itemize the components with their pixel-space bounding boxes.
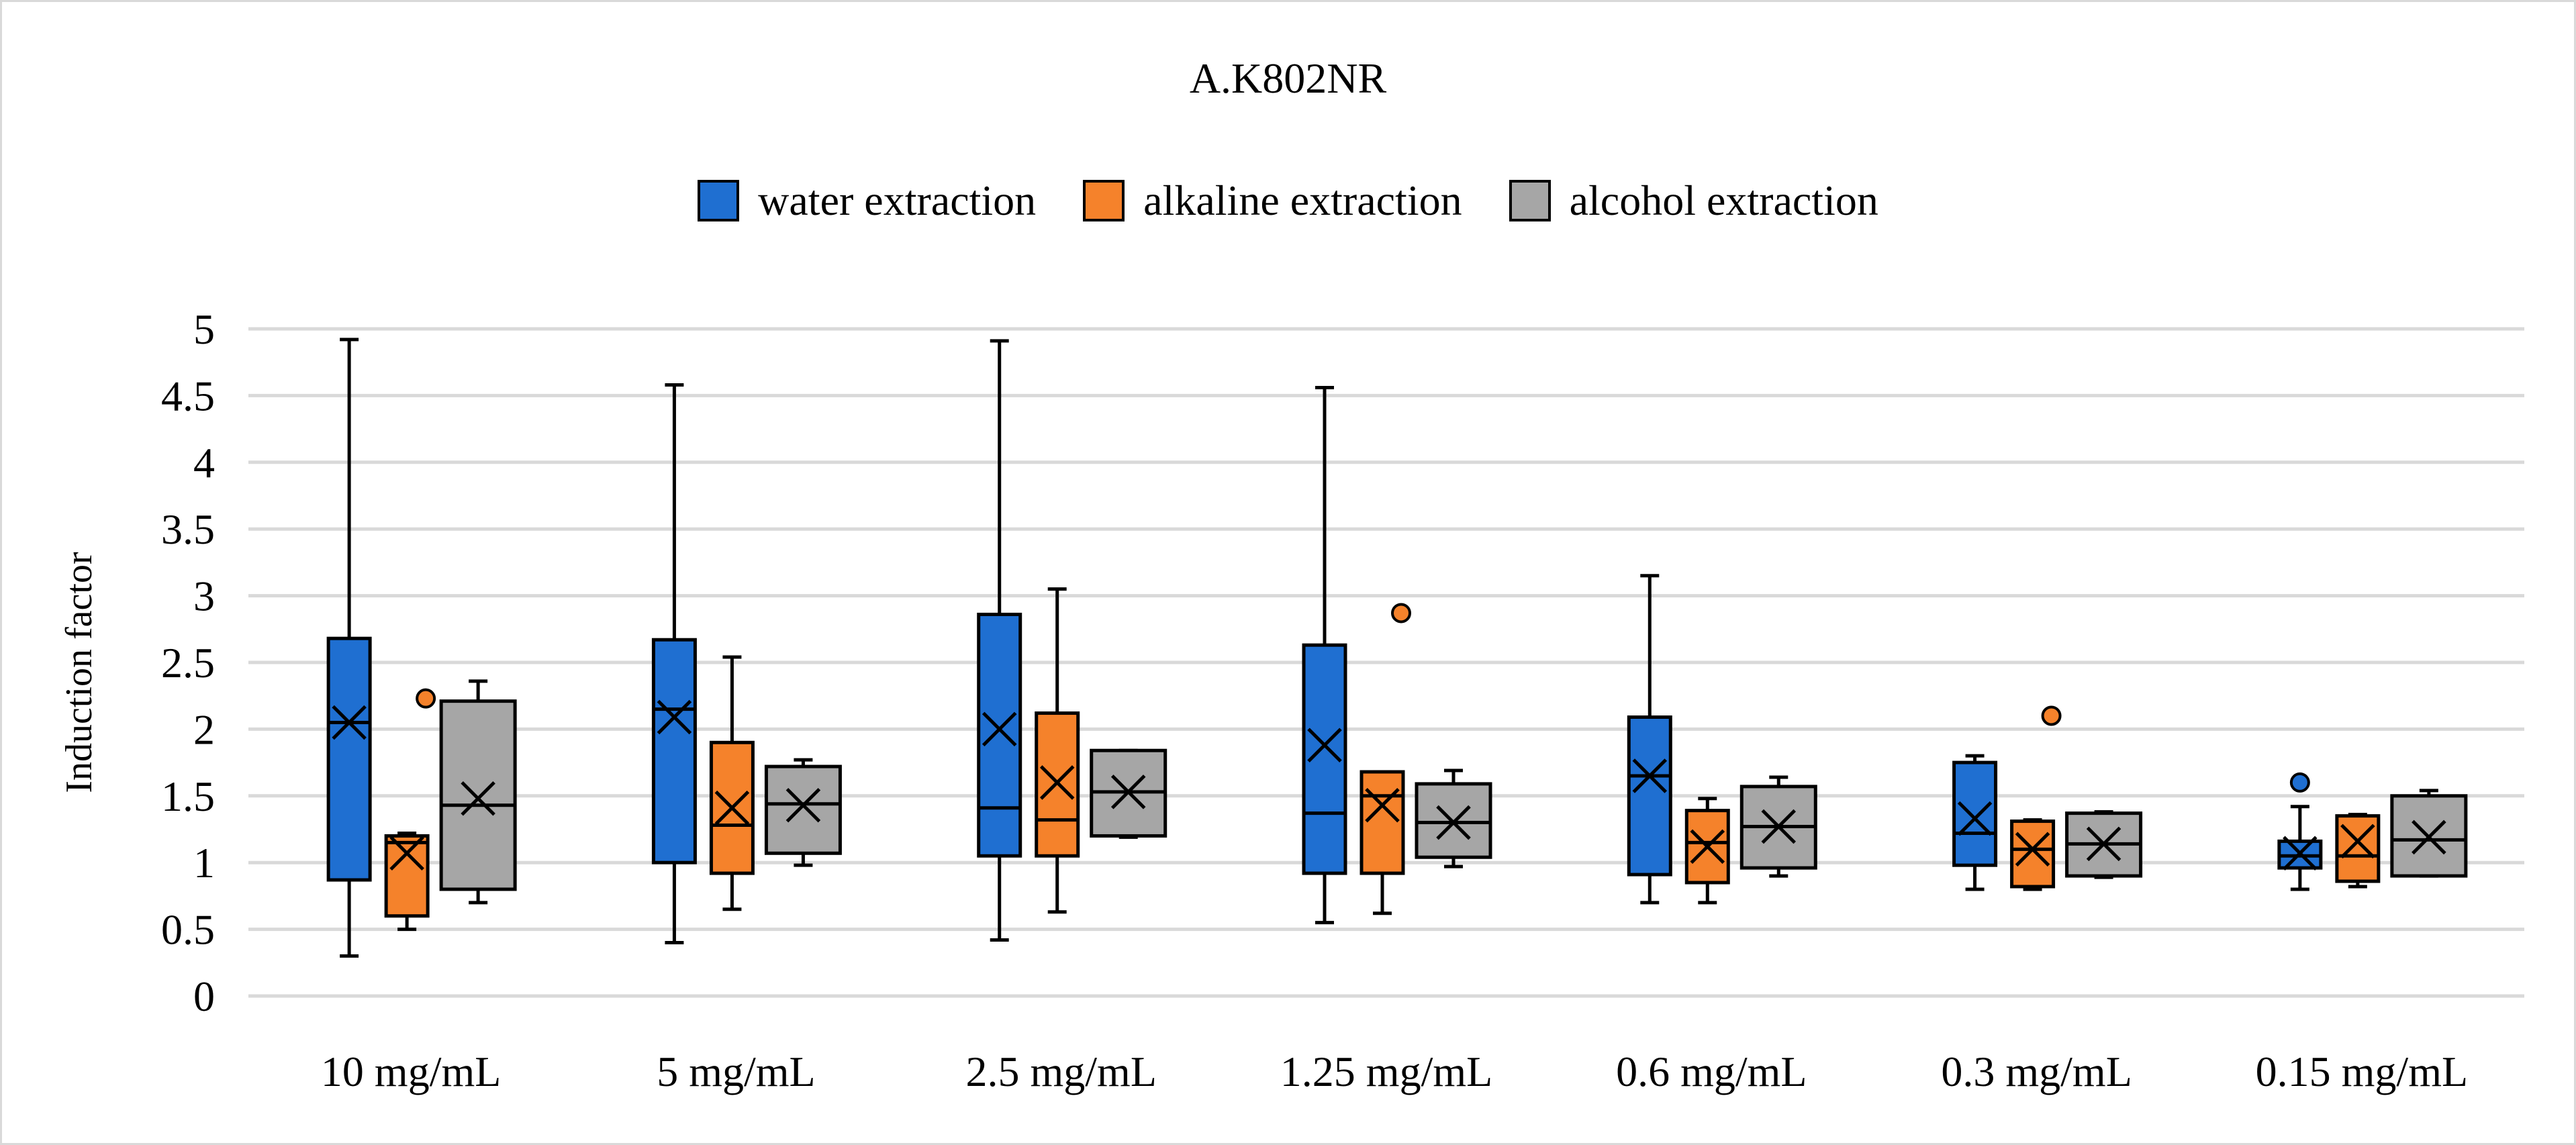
x-tick-label: 0.6 mg/mL xyxy=(1616,1048,1807,1095)
legend: water extraction alkaline extraction alc… xyxy=(0,176,2576,226)
mean-marker xyxy=(2015,832,2050,867)
y-tick-label: 3 xyxy=(193,572,215,620)
x-tick-label: 0.15 mg/mL xyxy=(2256,1048,2468,1095)
x-tick-label: 2.5 mg/mL xyxy=(965,1048,1156,1095)
box-body xyxy=(764,764,842,855)
outlier-point xyxy=(416,688,436,709)
y-tick-label: 4 xyxy=(193,439,215,487)
mean-marker xyxy=(461,781,495,816)
box-alcohol-extraction xyxy=(764,758,842,867)
box-water-extraction xyxy=(1302,385,1347,925)
box-alkaline-extraction xyxy=(2335,813,2381,889)
box-alcohol-extraction xyxy=(1415,768,1492,868)
x-tick-label: 5 mg/mL xyxy=(657,1048,815,1095)
legend-swatch-water xyxy=(698,180,740,221)
box-alkaline-extraction xyxy=(2010,705,2062,891)
mean-marker xyxy=(389,836,424,871)
box-body xyxy=(1952,760,1998,867)
mean-marker xyxy=(1365,787,1400,823)
legend-label-alkaline: alkaline extraction xyxy=(1143,177,1462,224)
mean-marker xyxy=(785,787,821,823)
mean-marker xyxy=(1039,765,1075,800)
x-tick-label: 0.3 mg/mL xyxy=(1941,1048,2132,1095)
box-body xyxy=(384,834,430,918)
mean-marker xyxy=(2283,836,2318,871)
mean-marker xyxy=(982,711,1017,747)
box-water-extraction xyxy=(651,383,697,944)
y-tick-label: 3.5 xyxy=(161,505,215,553)
box-body xyxy=(2010,819,2056,889)
legend-item-water: water extraction xyxy=(698,176,1036,226)
box-alcohol-extraction xyxy=(2065,810,2143,879)
box-body xyxy=(709,740,755,875)
outlier-point xyxy=(2289,772,2310,793)
box-body xyxy=(651,638,697,864)
mean-marker xyxy=(2086,826,2121,862)
y-tick-label: 5 xyxy=(193,305,215,353)
box-alkaline-extraction xyxy=(1684,797,1730,905)
y-tick-label: 4.5 xyxy=(161,372,215,419)
box-alcohol-extraction xyxy=(1739,775,1817,878)
box-alcohol-extraction xyxy=(2390,789,2468,878)
chart-title: A.K802NR xyxy=(1189,54,1387,102)
box-water-extraction xyxy=(326,338,372,958)
outlier-point xyxy=(2041,705,2062,726)
legend-label-alcohol: alcohol extraction xyxy=(1569,177,1878,224)
y-tick-label: 1.5 xyxy=(161,773,215,820)
mean-marker xyxy=(1110,775,1146,809)
box-body xyxy=(977,612,1022,858)
y-tick-label: 0 xyxy=(193,973,215,1020)
mean-marker xyxy=(714,790,750,826)
outlier-point xyxy=(1391,603,1411,624)
mean-marker xyxy=(657,699,692,735)
y-tick-label: 1 xyxy=(193,839,215,887)
mean-marker xyxy=(2340,824,2375,859)
box-water-extraction xyxy=(1952,754,1998,891)
box-alkaline-extraction xyxy=(709,655,755,911)
box-body xyxy=(439,699,517,891)
box-water-extraction xyxy=(1627,574,1672,905)
mean-marker xyxy=(1632,758,1668,793)
box-body xyxy=(1359,770,1405,875)
mean-marker xyxy=(1307,728,1342,763)
box-water-extraction xyxy=(2277,772,2323,891)
legend-label-water: water extraction xyxy=(758,177,1037,224)
legend-swatch-alkaline xyxy=(1083,180,1125,221)
legend-item-alkaline: alkaline extraction xyxy=(1083,176,1462,226)
mean-marker xyxy=(1436,805,1471,840)
x-tick-label: 1.25 mg/mL xyxy=(1280,1048,1492,1095)
mean-marker xyxy=(1690,829,1725,864)
mean-marker xyxy=(2412,819,2446,855)
y-tick-label: 2.5 xyxy=(161,639,215,687)
x-tick-label: 10 mg/mL xyxy=(321,1048,501,1095)
mean-marker xyxy=(332,705,367,740)
y-tick-label: 2 xyxy=(193,705,215,753)
box-alkaline-extraction xyxy=(384,688,436,932)
box-body xyxy=(1627,715,1672,877)
box-alkaline-extraction xyxy=(1035,587,1080,914)
mean-marker xyxy=(1957,801,1993,836)
box-alcohol-extraction xyxy=(1090,748,1167,839)
y-tick-label: 0.5 xyxy=(161,906,215,954)
box-body xyxy=(1684,809,1730,885)
mean-marker xyxy=(1761,809,1797,844)
legend-item-alcohol: alcohol extraction xyxy=(1509,176,1878,226)
box-alcohol-extraction xyxy=(439,679,517,905)
box-alkaline-extraction xyxy=(1359,603,1411,915)
box-water-extraction xyxy=(977,339,1022,942)
legend-swatch-alcohol xyxy=(1509,180,1551,221)
box-body xyxy=(326,636,372,882)
